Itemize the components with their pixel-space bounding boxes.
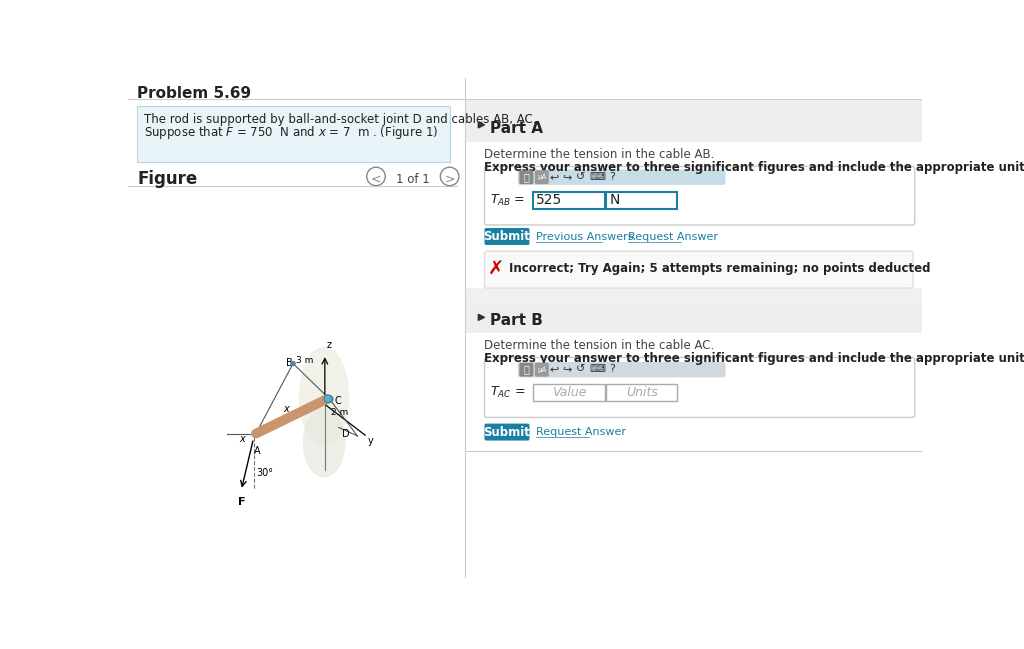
Text: <: <: [371, 173, 381, 186]
Text: 2 m: 2 m: [331, 408, 348, 417]
Bar: [465, 333, 922, 532]
Polygon shape: [478, 314, 484, 321]
FancyBboxPatch shape: [484, 424, 529, 441]
Text: A: A: [254, 446, 260, 456]
Text: ⌨: ⌨: [589, 172, 605, 182]
Text: ?: ?: [609, 172, 615, 182]
Text: Part A: Part A: [489, 121, 543, 136]
Text: Express your answer to three significant figures and include the appropriate uni: Express your answer to three significant…: [484, 161, 1024, 174]
Text: Determine the tension in the cable AB.: Determine the tension in the cable AB.: [484, 148, 715, 161]
Text: N: N: [609, 193, 620, 206]
Text: 525: 525: [537, 193, 562, 206]
Text: F: F: [238, 496, 246, 507]
Text: >: >: [444, 173, 455, 186]
Text: μȦ: μȦ: [538, 173, 547, 180]
Text: ?: ?: [609, 364, 615, 374]
Text: Incorrect; Try Again; 5 attempts remaining; no points deducted: Incorrect; Try Again; 5 attempts remaini…: [509, 262, 930, 275]
Text: 1 of 1: 1 of 1: [396, 173, 430, 186]
Circle shape: [291, 361, 296, 366]
Text: Suppose that $\it{F}$ = 750  N and $\it{x}$ = 7  m . (Figure 1): Suppose that $\it{F}$ = 750 N and $\it{x…: [143, 124, 438, 141]
Text: The rod is supported by ball-and-socket joint D and cables AB, AC.: The rod is supported by ball-and-socket …: [143, 112, 536, 125]
Text: Determine the tension in the cable AC.: Determine the tension in the cable AC.: [484, 339, 715, 352]
FancyBboxPatch shape: [484, 228, 529, 245]
FancyBboxPatch shape: [535, 170, 549, 184]
Text: Request Answer: Request Answer: [628, 232, 718, 241]
Text: Value: Value: [552, 386, 586, 399]
Bar: [534, 384, 604, 401]
Text: x: x: [283, 404, 289, 413]
Text: ⬛: ⬛: [523, 172, 529, 182]
Text: $T_{AB}$ =: $T_{AB}$ =: [489, 193, 525, 208]
FancyBboxPatch shape: [518, 362, 726, 378]
Text: Units: Units: [626, 386, 657, 399]
Text: x: x: [240, 434, 246, 444]
Ellipse shape: [299, 347, 349, 447]
Text: Figure: Figure: [137, 169, 198, 188]
Text: 30°: 30°: [257, 467, 273, 478]
Text: Express your answer to three significant figures and include the appropriate uni: Express your answer to three significant…: [484, 352, 1024, 365]
Text: ↺: ↺: [575, 172, 586, 182]
Text: $T_{AC}$ =: $T_{AC}$ =: [489, 386, 525, 400]
Text: Submit: Submit: [483, 230, 530, 243]
Bar: [465, 302, 922, 333]
FancyBboxPatch shape: [484, 358, 914, 417]
Text: μȦ: μȦ: [538, 366, 547, 373]
Text: Request Answer: Request Answer: [537, 427, 627, 437]
Bar: [606, 192, 678, 209]
Text: ↺: ↺: [575, 364, 586, 374]
FancyBboxPatch shape: [484, 166, 914, 225]
Text: 3 m: 3 m: [296, 356, 313, 365]
Text: z: z: [327, 341, 332, 350]
Text: Previous Answers: Previous Answers: [537, 232, 634, 241]
Circle shape: [324, 395, 332, 403]
Circle shape: [367, 167, 385, 186]
FancyBboxPatch shape: [535, 363, 549, 376]
Text: ✗: ✗: [488, 260, 504, 278]
Text: y: y: [368, 436, 373, 446]
Bar: [465, 99, 922, 141]
Circle shape: [440, 167, 459, 186]
Text: Submit: Submit: [483, 426, 530, 439]
Text: ↩: ↩: [550, 172, 559, 182]
FancyBboxPatch shape: [519, 170, 534, 184]
Bar: [534, 192, 604, 209]
Text: B: B: [286, 358, 293, 368]
Polygon shape: [478, 122, 484, 128]
FancyBboxPatch shape: [519, 363, 534, 376]
Text: D: D: [342, 429, 349, 439]
Text: ↪: ↪: [562, 172, 571, 182]
FancyBboxPatch shape: [518, 169, 726, 185]
Bar: [465, 288, 922, 302]
FancyBboxPatch shape: [484, 251, 913, 288]
Text: Problem 5.69: Problem 5.69: [137, 86, 252, 101]
Bar: [465, 141, 922, 293]
Bar: [606, 384, 678, 401]
Text: ↪: ↪: [562, 364, 571, 374]
Text: ⌨: ⌨: [589, 364, 605, 374]
Text: ⬛: ⬛: [523, 364, 529, 374]
Text: C: C: [334, 396, 341, 406]
Text: Part B: Part B: [489, 313, 543, 328]
Bar: [137, 106, 450, 162]
Ellipse shape: [303, 408, 345, 478]
Circle shape: [326, 395, 333, 402]
Text: ↩: ↩: [550, 364, 559, 374]
